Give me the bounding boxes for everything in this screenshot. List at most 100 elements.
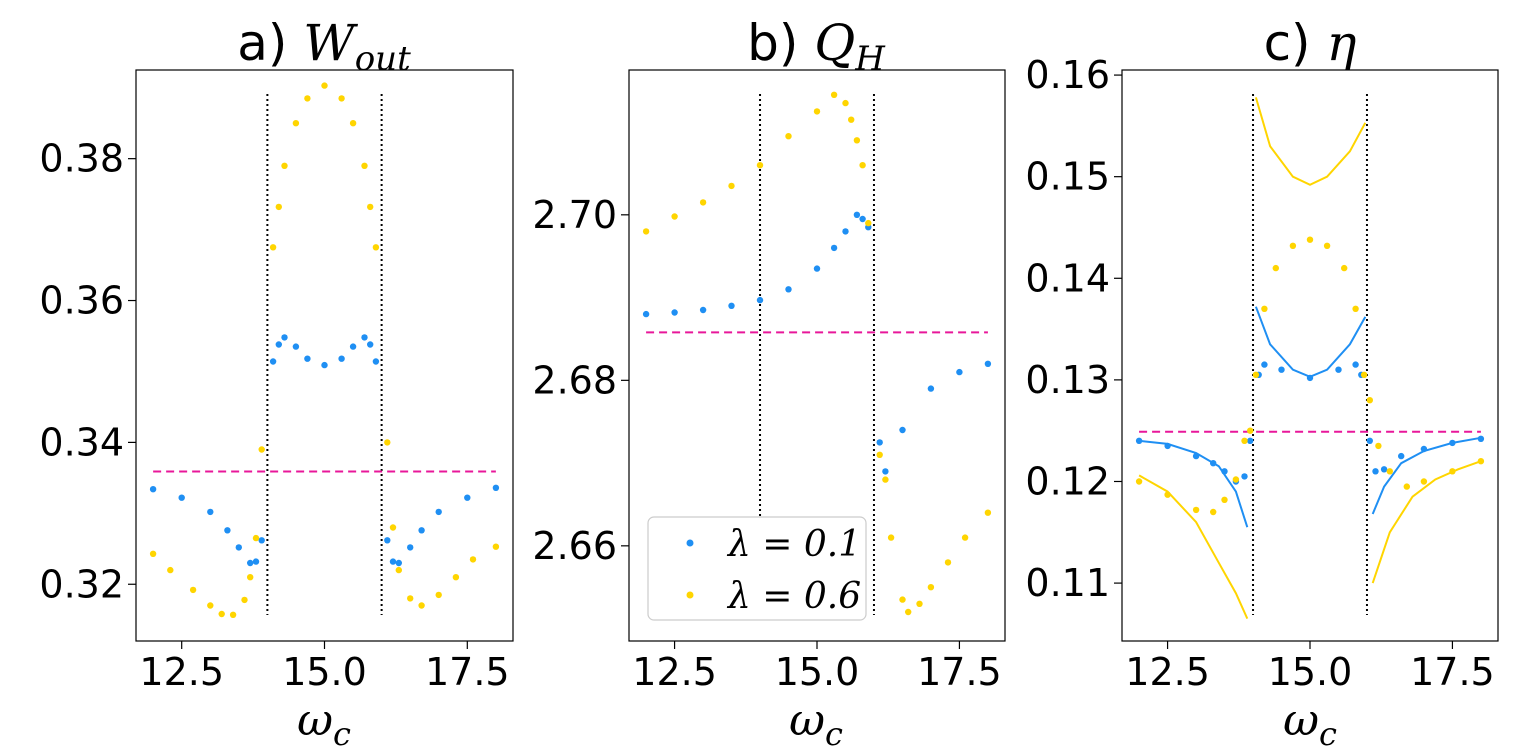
panel-c-series-0-point [1366, 437, 1374, 444]
panel-c-xlabel: ωc [1283, 695, 1337, 753]
panel-b-series-0-point [984, 360, 992, 367]
panel-b-series-1-point [905, 608, 912, 616]
panel-a-series-1-point [452, 574, 460, 581]
panel-b-title: b) QH [747, 14, 886, 79]
legend-marker-yellow [686, 591, 694, 599]
panel-a-series-1-point [229, 611, 237, 618]
panel-b-series-0-point [642, 310, 650, 318]
panel-a-series-1-point [304, 95, 311, 102]
panel-a-series-0-point [384, 537, 391, 544]
panel-b-series-1-point [887, 534, 895, 541]
panel-a-series-0-point [338, 355, 345, 362]
panel-a-series-0-point [224, 527, 231, 534]
panel-a-title: a) Wout [237, 14, 411, 79]
panel-a-series-1-point [395, 566, 402, 574]
panel-a-series-1-point [418, 602, 425, 609]
panel-a-series-0-point [149, 486, 157, 493]
panel-c-xtick-label: 17.5 [1410, 650, 1495, 694]
legend-marker-blue [686, 539, 694, 547]
panel-a-series-0-point [372, 358, 380, 365]
panel-a-series-0-point [407, 544, 414, 551]
panel-b-series-0-point [899, 426, 906, 434]
panel-c-series-1-point [1360, 371, 1368, 378]
panel-c-title: c) η [1264, 14, 1357, 72]
panel-b-series-0-point [830, 244, 838, 252]
panel-b-series-0-point [876, 439, 883, 446]
panel-c-series-1-point [1192, 506, 1200, 514]
panel-a-series-1-point [241, 596, 248, 604]
panel-b-series-1-point [848, 116, 855, 123]
panel-a-series-1-point [149, 550, 157, 557]
panel-c-ytick-label: 0.14 [1025, 256, 1110, 300]
panel-a-ytick-label: 0.32 [39, 562, 124, 606]
panel-b-series-1-point [876, 451, 883, 458]
panel-a-series-0-point [435, 508, 442, 516]
panel-b-ytick-label: 2.68 [532, 358, 617, 402]
panel-b-series-1-point [728, 182, 735, 190]
panel-c-series-1-point [1386, 468, 1394, 475]
panel-c-series-0-point [1192, 452, 1200, 460]
panel-a-series-1-point [269, 244, 277, 251]
panel-c-ytick-label: 0.16 [1025, 53, 1110, 97]
panel-c-series-1-point [1477, 458, 1485, 465]
panel-b-series-0-point [785, 286, 792, 293]
panel-b-series-1-point [830, 91, 838, 99]
panel-a-series-1-point [469, 556, 477, 563]
panel-a-series-1-point [361, 162, 368, 169]
panel-a-series-1-point [167, 566, 174, 574]
panel-a-series-0-point [258, 537, 265, 544]
panel-b-series-1-point [916, 600, 923, 607]
panel-b-series-1-point [944, 559, 952, 566]
panel-b-series-0-point [859, 215, 866, 223]
panel-a-series-0-point [281, 334, 288, 341]
panel-c-curve-1-seg-2 [1371, 460, 1482, 584]
panel-b-xlabel: ωc [789, 695, 843, 753]
panel-b-series-0-point [699, 306, 707, 314]
panel-c-series-0-point [1306, 374, 1314, 382]
panel-c-frame [1121, 69, 1499, 642]
panel-a-series-0-point [492, 484, 500, 491]
panel-c-series-1-point [1403, 483, 1411, 490]
panel-c-curve-1-seg-0 [1138, 474, 1249, 620]
panel-a-series-0-point [321, 361, 328, 369]
panel-a-xlabel: ωc [297, 695, 351, 753]
panel-a-xtick-label: 15.0 [282, 650, 367, 694]
panel-b-series-1-point [699, 199, 707, 206]
panel-b-xtick-label: 12.5 [632, 650, 717, 694]
panel-b-series-1-point [927, 584, 935, 591]
panel-b-series-0-point [853, 211, 861, 218]
panel-b-series-1-point [813, 108, 821, 115]
panel-a-series-1-point [189, 586, 197, 594]
panel-b-ytick-label: 2.66 [532, 524, 617, 568]
panel-a-series-0-point [389, 558, 397, 565]
panel-b-series-0-point [728, 302, 735, 309]
panel-c-series-1-point [1272, 264, 1280, 272]
panel-c-xtick-label: 15.0 [1268, 650, 1353, 694]
panel-b-series-0-point [927, 385, 935, 392]
panel-c-ytick-label: 0.15 [1025, 155, 1110, 199]
panel-b-series-0-point [842, 228, 849, 235]
panel-a: a) Wout 12.5 15.0 17.5 0.32 0.34 0.36 0.38 ωc [39, 14, 514, 753]
panel-c-curve-0-seg-2 [1371, 436, 1482, 515]
panel-c-series-0-point [1477, 435, 1485, 442]
panel-b-series-1-point [859, 162, 866, 169]
panel-c-series-1-point [1341, 264, 1348, 272]
panel-a-series-0-point [269, 358, 277, 365]
panel-a-series-0-point [275, 341, 282, 348]
panel-c-curve-0-seg-1 [1254, 306, 1367, 378]
panel-c-series-0-point [1221, 468, 1228, 475]
panel-c-series-1-point [1261, 305, 1268, 312]
panel-a-series-1-point [281, 162, 288, 169]
panel-a-series-0-point [178, 494, 185, 501]
panel-a-series-1-point [292, 120, 300, 127]
panel-a-series-0-point [292, 343, 300, 350]
panel-b-series-0-point [813, 265, 821, 272]
panel-c-series-1-point [1232, 476, 1240, 483]
panel-a-series-0-point [418, 527, 425, 534]
panel-c-curve-0-seg-0 [1138, 439, 1249, 528]
panel-a-series-0-point [349, 343, 357, 350]
panel-c-ytick-label: 0.11 [1025, 561, 1110, 605]
panel-b-series-1-point [865, 219, 872, 227]
panel-c-curve-1-seg-1 [1254, 97, 1367, 186]
panel-b-xtick-label: 15.0 [775, 650, 860, 694]
